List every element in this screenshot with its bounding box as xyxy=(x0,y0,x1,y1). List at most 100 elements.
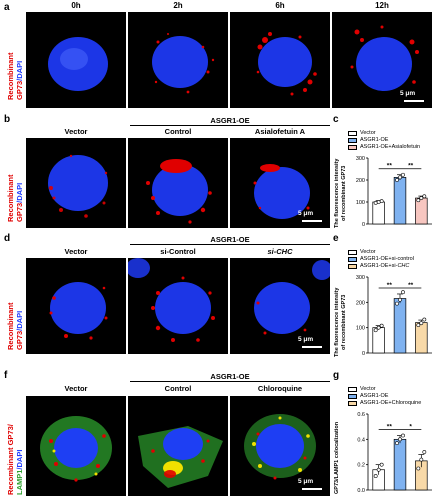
image-d-sicontrol xyxy=(128,258,228,354)
data-point xyxy=(416,323,421,328)
data-point xyxy=(379,323,384,328)
data-point xyxy=(422,194,427,199)
scale-label-d: 5 μm xyxy=(298,336,314,343)
image-f-control xyxy=(128,396,228,496)
image-d-vector xyxy=(26,258,126,354)
data-point xyxy=(379,199,384,204)
data-point xyxy=(401,433,405,438)
legend-item: ASGR1-OE+Asialofetuin xyxy=(348,144,420,151)
legend-swatch xyxy=(348,138,357,143)
scale-bar-f xyxy=(302,488,322,490)
col-header-d-vector: Vector xyxy=(64,247,88,256)
panel-label-f: f xyxy=(4,370,8,381)
data-point xyxy=(422,317,427,322)
legend-c: Vector ASGR1-OE ASGR1-OE+Asialofetuin xyxy=(348,130,420,151)
legend-item: Vector xyxy=(348,130,420,137)
group-header-d: ASGR1-OE xyxy=(210,235,250,244)
image-a-12h: 5 μm xyxy=(332,12,432,108)
chart-e: Vector ASGR1-OE+si-control ASGR1-OE+si-CHC… xyxy=(334,249,440,359)
legend-swatch xyxy=(348,145,357,150)
bar xyxy=(393,438,407,491)
scale-label-a: 5 μm xyxy=(400,90,416,97)
significance-label: ** xyxy=(408,282,414,289)
time-label-0h: 0h xyxy=(71,1,81,10)
group-header-b: ASGR1-OE xyxy=(210,116,250,125)
bar xyxy=(415,197,428,225)
legend-text: Vector xyxy=(360,249,376,255)
chart-g: Vector ASGR1-OE ASGR1-OE+Chloroquine GP73/L… xyxy=(334,386,440,496)
legend-e: Vector ASGR1-OE+si-control ASGR1-OE+si-CHC xyxy=(348,249,414,270)
col-header-f-chloroquine: Chloroquine xyxy=(257,384,303,393)
legend-g: Vector ASGR1-OE ASGR1-OE+Chloroquine xyxy=(348,386,421,407)
panel-label-e: e xyxy=(333,233,339,244)
y-tick-label: 300 xyxy=(356,275,365,281)
data-point xyxy=(395,441,399,446)
time-label-6h: 6h xyxy=(275,1,285,10)
group-bar-b xyxy=(130,125,330,126)
data-point xyxy=(416,466,421,471)
scale-label-f: 5 μm xyxy=(298,478,314,485)
data-point xyxy=(419,457,424,462)
plot-g: 0.00.20.40.6** * xyxy=(357,412,432,494)
time-label-12h: 12h xyxy=(375,1,389,10)
data-point xyxy=(395,301,399,306)
col-header-d-sicontrol: si-Control xyxy=(160,247,196,256)
col-header-f-control: Control xyxy=(164,384,192,393)
image-f-chloroquine: 5 μm xyxy=(230,396,330,496)
y-tick-label: 200 xyxy=(356,300,365,306)
bar xyxy=(393,298,407,354)
col-header-b-control: Control xyxy=(164,127,192,136)
legend-swatch xyxy=(348,387,357,392)
legend-item: ASGR1-OE xyxy=(348,393,421,400)
legend-item: ASGR1-OE+si-control xyxy=(348,256,414,263)
data-point xyxy=(376,325,381,330)
scale-label-b: 5 μm xyxy=(298,210,314,217)
row-label-f: Recombinant GP73/ LAMP1/DAPI xyxy=(6,424,24,495)
data-point xyxy=(376,467,381,472)
legend-text: ASGR1-OE+si-CHC xyxy=(360,263,410,269)
image-a-2h xyxy=(128,12,228,108)
group-bar-f xyxy=(130,381,330,382)
panel-label-a: a xyxy=(4,2,10,13)
group-header-f: ASGR1-OE xyxy=(210,372,250,381)
group-bar-d xyxy=(130,244,330,245)
data-point xyxy=(419,321,424,326)
legend-swatch xyxy=(348,257,357,262)
legend-item: ASGR1-OE xyxy=(348,137,420,144)
row-label-d: Recombinant GP73/DAPI xyxy=(6,302,24,350)
legend-text: ASGR1-OE xyxy=(360,393,389,399)
image-b-asialofetuin: 5 μm xyxy=(230,138,330,228)
data-point xyxy=(401,172,405,177)
significance-label: ** xyxy=(387,282,393,289)
legend-text: ASGR1-OE+Chloroquine xyxy=(360,400,422,406)
image-d-sichc: 5 μm xyxy=(230,258,330,354)
data-point xyxy=(422,450,427,454)
legend-text: Vector xyxy=(360,130,376,136)
legend-text: ASGR1-OE+Asialofetuin xyxy=(360,144,421,150)
legend-swatch xyxy=(348,131,357,136)
time-label-2h: 2h xyxy=(173,1,183,10)
legend-swatch xyxy=(348,401,357,406)
image-b-control xyxy=(128,138,228,228)
panel-label-c: c xyxy=(333,114,339,125)
data-point xyxy=(398,437,402,442)
significance-label: ** xyxy=(387,163,393,170)
data-point xyxy=(398,297,402,302)
data-point xyxy=(395,178,399,182)
image-f-vector xyxy=(26,396,126,496)
plot-c: 0 100 200 300 ** ** xyxy=(356,156,432,228)
scale-bar-a xyxy=(404,100,424,102)
legend-item: ASGR1-OE+Chloroquine xyxy=(348,400,421,407)
scale-bar-d xyxy=(302,346,322,348)
significance-label: * xyxy=(409,424,412,431)
col-header-d-sichc: si-CHC xyxy=(267,247,293,256)
bar xyxy=(372,201,385,225)
significance-label: ** xyxy=(387,424,393,431)
bar xyxy=(393,177,407,225)
y-tick-label: 100 xyxy=(356,200,365,206)
col-header-f-vector: Vector xyxy=(64,384,88,393)
bar xyxy=(415,322,428,354)
image-b-vector xyxy=(26,138,126,228)
panel-label-d: d xyxy=(4,233,11,244)
y-tick-label: 0.4 xyxy=(357,437,365,443)
